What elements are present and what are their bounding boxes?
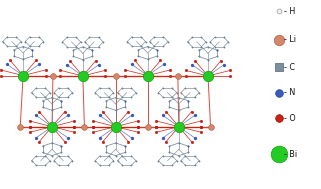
Text: - N: - N (284, 88, 296, 97)
Text: - Bi: - Bi (284, 149, 298, 159)
Text: - Li: - Li (284, 35, 296, 44)
Text: - O: - O (284, 114, 296, 123)
Text: - C: - C (284, 63, 295, 72)
Text: - H: - H (284, 7, 296, 16)
